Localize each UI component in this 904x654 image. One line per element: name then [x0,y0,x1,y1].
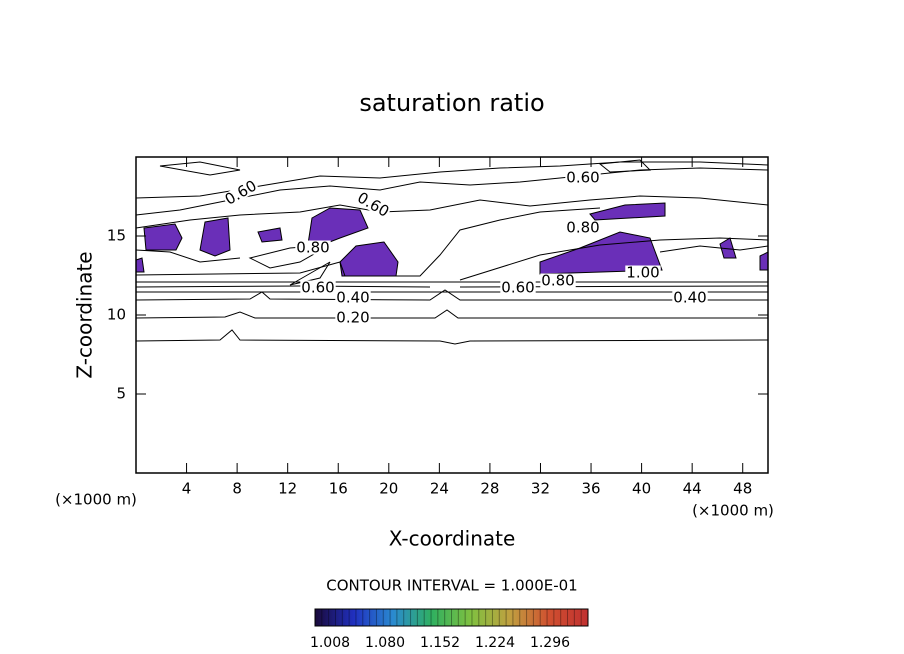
x-tick-label: 36 [581,480,600,498]
contour-label-bg [500,280,536,295]
x-tick-label: 8 [232,480,242,498]
filled-region [589,202,666,221]
contour-line [135,309,768,319]
chart-title: saturation ratio [359,89,544,117]
y-axis-label: Z-coordinate [73,251,97,378]
contour-label: 0.60 [501,279,534,297]
contour-label: 0.80 [566,219,599,237]
contour-label: 0.80 [541,272,574,290]
contour-label-bg [335,290,371,305]
filled-region [143,223,183,251]
contour-label-bg [300,280,336,295]
filled-region [135,257,145,273]
contour-label: 0.40 [673,289,706,307]
filled-region [257,227,283,243]
y-tick-label: 15 [107,227,126,245]
filled-region [759,251,769,271]
x-tick-label: 40 [632,480,651,498]
contour-label-bg [354,189,393,220]
x-tick-label: 12 [278,480,297,498]
contour-label: 0.20 [336,309,369,327]
contour-label-bg [672,290,708,305]
y-tick-label: 10 [107,306,126,324]
colorbar-tick-label: 1.224 [475,635,515,651]
contour-label-bg [295,240,331,255]
x-tick-label: 48 [733,480,752,498]
x-tick-label: 16 [329,480,348,498]
contour-label: 0.60 [301,279,334,297]
x-tick-label: 4 [182,480,192,498]
contour-label-bg [221,177,260,208]
contour-label: 0.40 [336,289,369,307]
colorbar-tick-label: 1.296 [530,635,570,651]
contour-interval: CONTOUR INTERVAL = 1.000E-01 [326,577,577,595]
contour-label-bg [335,310,371,325]
colorbar [314,608,589,627]
y-unit-label: (×1000 m) [55,491,137,509]
x-axis-label: X-coordinate [389,527,516,551]
x-unit-label: (×1000 m) [692,502,774,520]
x-tick-label: 44 [683,480,702,498]
contour-label-bg [625,265,661,280]
contour-line [135,195,769,229]
colorbar-tick-label: 1.152 [420,635,460,651]
contour-line [135,207,769,281]
filled-region [199,217,231,257]
contour-line [135,245,769,263]
colorbar-tick-label: 1.080 [365,635,405,651]
x-tick-label: 32 [531,480,550,498]
contour-label-bg [565,170,601,185]
x-tick-label: 20 [379,480,398,498]
contour-line [135,329,769,345]
contour-label: 1.00 [626,264,659,282]
contour-label-bg [540,273,576,288]
filled-region [719,237,737,259]
contour-label: 0.80 [296,239,329,257]
contours [135,159,769,345]
x-tick-label: 24 [430,480,449,498]
contour-label-bg [565,220,601,235]
contour-line [135,281,769,293]
colorbar-tick-label: 1.008 [310,635,350,651]
x-tick-label: 28 [480,480,499,498]
filled-region [339,241,399,277]
y-tick-label: 5 [116,385,126,403]
contour-label: 0.60 [566,169,599,187]
